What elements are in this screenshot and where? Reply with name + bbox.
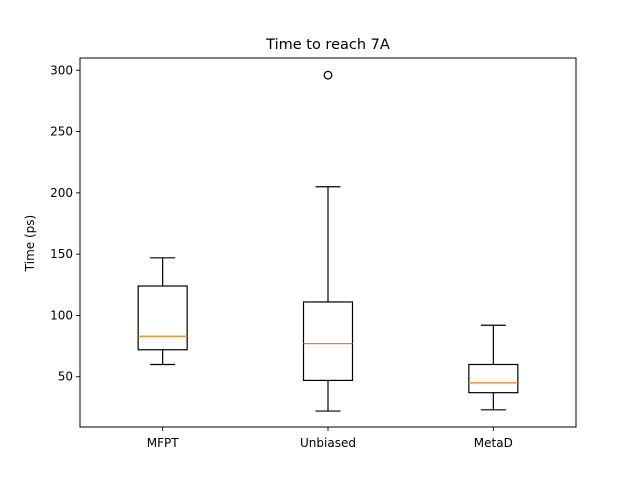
outlier-point: [323, 70, 333, 80]
y-tick-label: 50: [58, 370, 73, 384]
x-tick-label: MetaD: [474, 436, 513, 450]
chart-title: Time to reach 7A: [265, 37, 390, 53]
x-tick-label: Unbiased: [300, 436, 356, 450]
y-tick-label: 250: [50, 125, 73, 139]
y-tick-label: 300: [50, 63, 73, 77]
box-iqr: [468, 363, 519, 394]
x-tick-label: MFPT: [147, 436, 179, 450]
y-tick-label: 150: [50, 247, 73, 261]
box-iqr: [137, 285, 188, 351]
y-axis-label: Time (ps): [23, 215, 37, 272]
plot-area: 50 100 150 200 250 300 MFPT Unbiased MetaD: [50, 57, 577, 450]
axes-frame: [79, 57, 577, 428]
y-tick-label: 100: [50, 308, 73, 322]
y-tick-label: 200: [50, 186, 73, 200]
box-iqr: [302, 301, 354, 382]
